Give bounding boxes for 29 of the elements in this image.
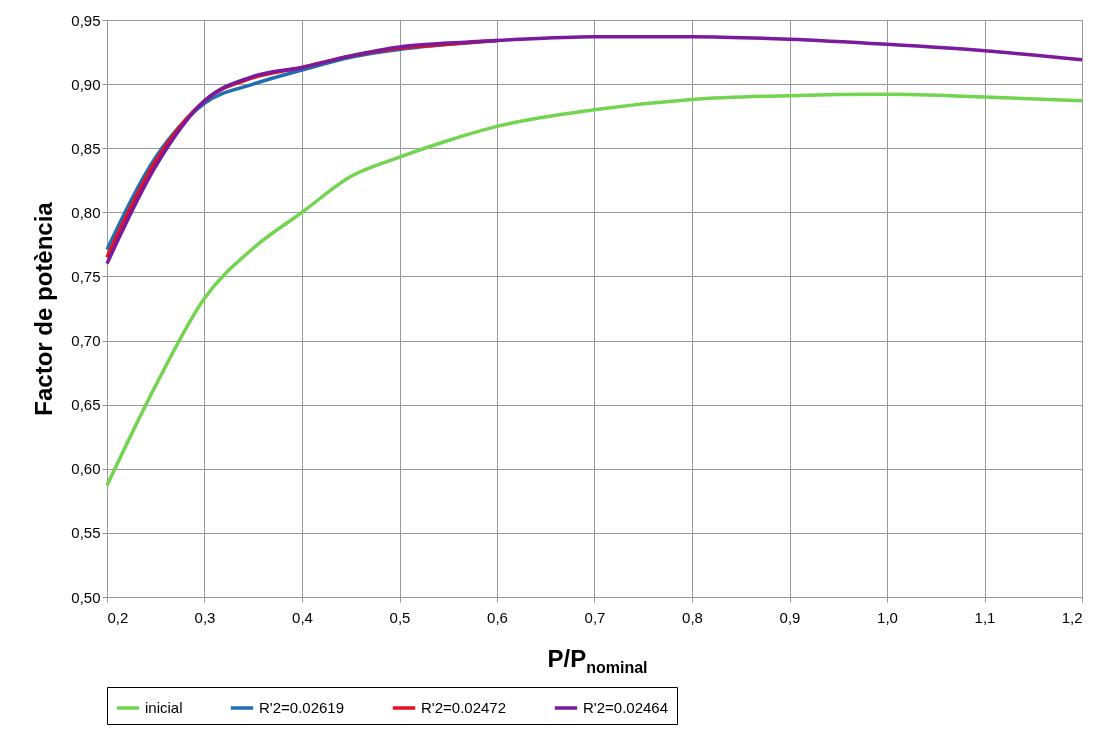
y-tick-label: 0,65 bbox=[71, 396, 101, 414]
x-tick-label: 0,6 bbox=[487, 608, 508, 626]
x-tick-label: 1,1 bbox=[974, 608, 996, 626]
y-tick-label: 0,75 bbox=[71, 267, 101, 285]
x-tick-label: 0,9 bbox=[779, 608, 801, 626]
legend-label: R'2=0.02619 bbox=[259, 699, 345, 716]
legend-label: R'2=0.02472 bbox=[421, 699, 507, 716]
y-tick-label: 0,95 bbox=[71, 11, 101, 29]
x-tick-label: 0,8 bbox=[682, 608, 703, 626]
y-tick-label: 0,50 bbox=[71, 588, 101, 606]
x-tick-label: 0,2 bbox=[107, 608, 129, 626]
legend-label: inicial bbox=[145, 699, 183, 716]
x-tick-label: 1,0 bbox=[877, 608, 898, 626]
x-tick-label: 0,7 bbox=[584, 608, 606, 626]
y-tick-label: 0,90 bbox=[71, 75, 101, 93]
y-tick-label: 0,70 bbox=[71, 332, 101, 350]
y-tick-label: 0,80 bbox=[71, 203, 101, 221]
x-tick-label: 1,2 bbox=[1061, 608, 1083, 626]
y-tick-label: 0,55 bbox=[71, 524, 101, 542]
y-tick-label: 0,85 bbox=[71, 139, 101, 157]
legend-label: R'2=0.02464 bbox=[583, 699, 669, 716]
y-tick-label: 0,60 bbox=[71, 460, 101, 478]
x-tick-label: 0,4 bbox=[292, 608, 313, 626]
line-series bbox=[105, 92, 1084, 488]
x-tick-label: 0,3 bbox=[194, 608, 216, 626]
x-axis-title: P/P$_{nominal}$ bbox=[546, 645, 649, 677]
line-series bbox=[105, 34, 1084, 266]
y-axis-title: Factor de potència bbox=[30, 201, 58, 416]
x-tick-label: 0,5 bbox=[389, 608, 411, 626]
